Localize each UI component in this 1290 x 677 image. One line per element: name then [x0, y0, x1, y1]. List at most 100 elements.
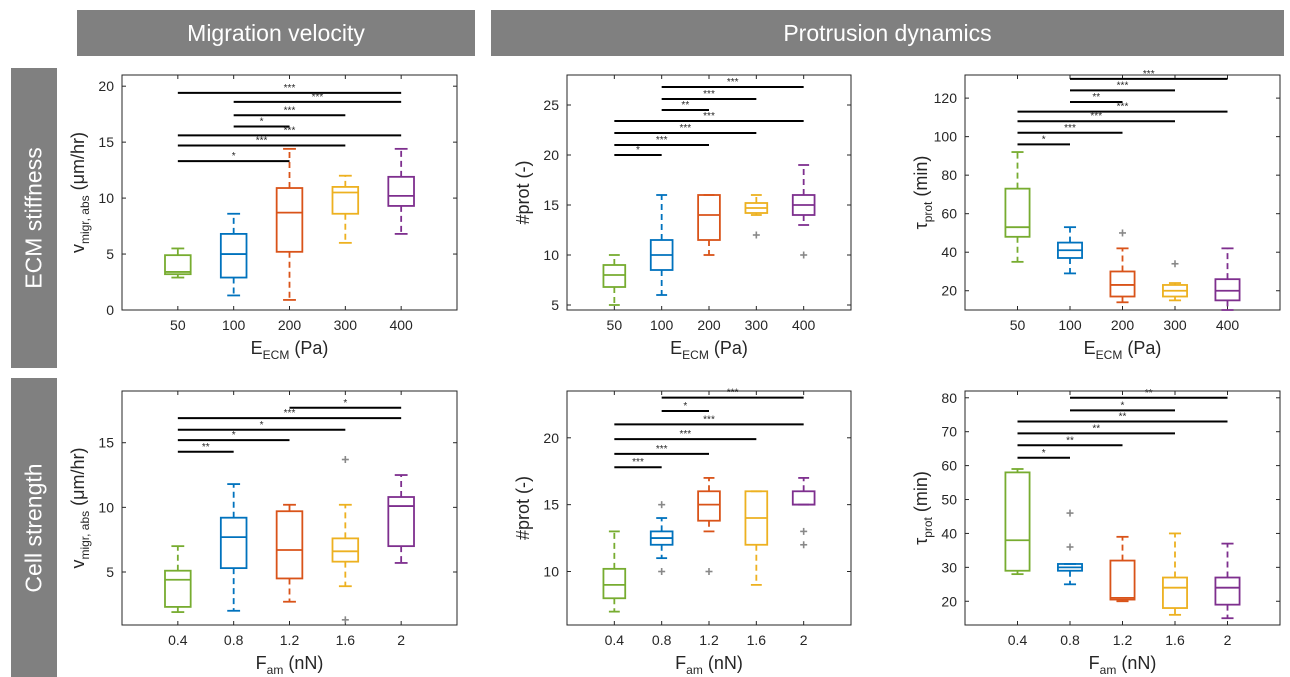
outlier-marker [341, 616, 349, 624]
x-tick-label: 50 [170, 317, 186, 333]
significance-label: * [232, 151, 236, 162]
significance-label: *** [679, 429, 691, 440]
x-tick-label: 0.8 [1060, 632, 1080, 648]
significance-label: * [232, 430, 236, 441]
row-label-ecm-stiffness: ECM stiffness [11, 68, 57, 368]
y-tick-label: 10 [543, 564, 559, 580]
y-tick-label: 15 [543, 197, 559, 213]
y-tick-label: 120 [934, 90, 958, 106]
y-tick-label: 40 [941, 244, 957, 260]
significance-label: ** [1092, 92, 1100, 103]
x-tick-label: 400 [389, 317, 413, 333]
box-1.2 [275, 503, 304, 603]
box-400 [791, 164, 816, 226]
box-0.8 [1057, 563, 1083, 586]
x-axis-label: EECM (Pa) [670, 338, 748, 362]
box-100 [649, 194, 674, 296]
significance-label: *** [656, 444, 668, 455]
box-300 [1162, 282, 1188, 302]
box-0.4 [164, 545, 192, 613]
x-tick-label: 1.2 [1113, 632, 1133, 648]
box-iqr [275, 510, 304, 580]
y-axis-label: vmigr, abs (μm/hr) [68, 447, 92, 568]
box-iqr [1004, 471, 1031, 572]
y-tick-label: 15 [543, 497, 559, 513]
x-tick-label: 200 [697, 317, 721, 333]
box-iqr [164, 569, 192, 608]
box-iqr [1214, 278, 1241, 302]
y-tick-label: 10 [98, 499, 114, 515]
x-tick-label: 400 [1216, 317, 1240, 333]
y-tick-label: 5 [551, 297, 559, 313]
significance-label: * [260, 420, 264, 431]
box-1.6 [744, 490, 769, 586]
box-100 [1057, 226, 1083, 275]
box-iqr [331, 186, 360, 215]
box-1.6 [1162, 532, 1188, 616]
box-50 [602, 254, 627, 306]
significance-label: *** [284, 105, 296, 116]
significance-label: *** [312, 92, 324, 103]
significance-label: * [636, 145, 640, 156]
y-tick-label: 80 [941, 167, 957, 183]
box-50 [164, 247, 192, 279]
x-tick-label: 50 [607, 317, 623, 333]
outlier-marker [658, 568, 666, 576]
significance-label: ** [681, 100, 689, 111]
box-iqr [1004, 187, 1031, 238]
box-iqr [1214, 576, 1241, 606]
x-tick-label: 0.8 [224, 632, 244, 648]
box-2 [1214, 542, 1241, 620]
box-iqr [602, 264, 627, 288]
y-tick-label: 70 [941, 424, 957, 440]
y-tick-label: 50 [941, 492, 957, 508]
x-tick-label: 2 [1224, 632, 1232, 648]
x-tick-label: 300 [1163, 317, 1187, 333]
y-axis-label: vmigr, abs (μm/hr) [68, 132, 92, 253]
significance-label: ** [1092, 423, 1100, 434]
x-tick-label: 100 [650, 317, 674, 333]
significance-label: *** [1064, 123, 1076, 134]
significance-label: * [683, 401, 687, 412]
outlier-marker [1119, 229, 1126, 237]
header-migration-velocity: Migration velocity [77, 10, 475, 56]
x-tick-label: 1.6 [747, 632, 767, 648]
box-iqr [275, 187, 304, 253]
significance-label: *** [284, 408, 296, 419]
outlier-marker [341, 456, 349, 464]
significance-label: *** [703, 89, 715, 100]
box-200 [275, 147, 304, 301]
y-axis-label: #prot (-) [513, 476, 533, 540]
significance-label: * [343, 398, 347, 409]
box-100 [219, 212, 248, 297]
x-tick-label: 400 [792, 317, 816, 333]
box-2 [791, 477, 816, 506]
outlier-marker [1171, 260, 1179, 268]
box-400 [1214, 247, 1241, 311]
x-tick-label: 2 [397, 632, 405, 648]
box-200 [697, 194, 721, 256]
plot-area [566, 390, 852, 626]
box-iqr [387, 496, 415, 548]
box-iqr [791, 490, 816, 506]
header-migration-velocity-label: Migration velocity [187, 19, 365, 46]
x-tick-label: 300 [745, 317, 769, 333]
significance-label: *** [1117, 102, 1129, 113]
x-tick-label: 1.2 [699, 632, 719, 648]
header-protrusion-dynamics: Protrusion dynamics [491, 10, 1284, 56]
box-2 [387, 474, 415, 564]
box-50 [1004, 151, 1031, 263]
y-tick-label: 100 [934, 129, 958, 145]
box-0.4 [602, 530, 627, 613]
x-tick-label: 1.6 [336, 632, 356, 648]
x-axis-label: EECM (Pa) [251, 338, 329, 362]
significance-label: *** [284, 125, 296, 136]
x-tick-label: 1.6 [1165, 632, 1185, 648]
outlier-marker [800, 541, 808, 549]
